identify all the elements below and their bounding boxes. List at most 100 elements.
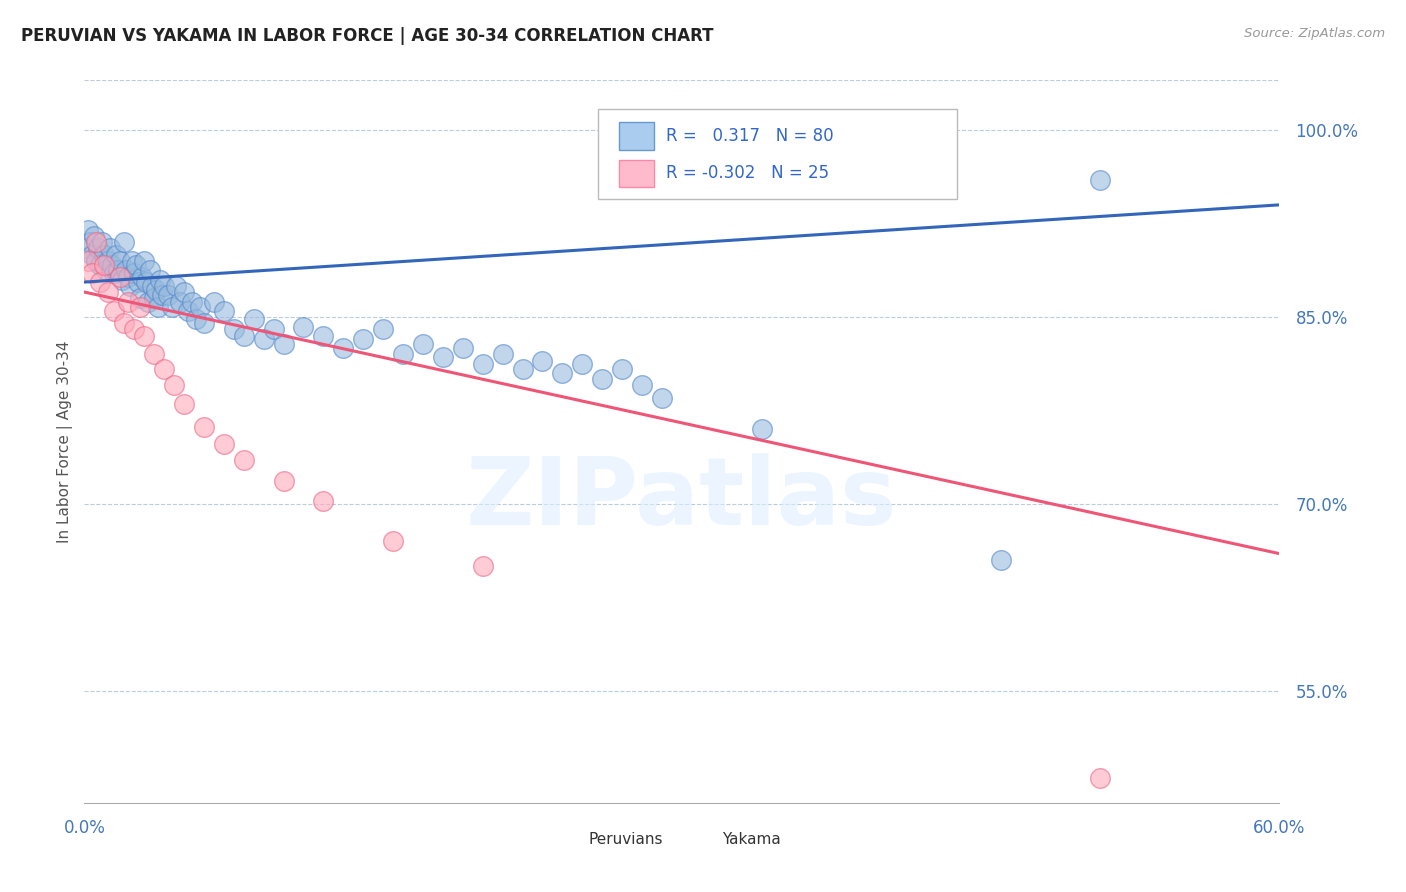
Point (352, 332, 374, 346)
Point (332, 341, 354, 355)
Point (631, 378, 654, 392)
Point (212, 437, 235, 451)
Point (173, 397, 195, 411)
Point (86, 254, 108, 268)
Point (253, 332, 276, 346)
Point (612, 362, 634, 376)
Point (132, 254, 156, 268)
Text: ZIPatlas: ZIPatlas (467, 453, 897, 545)
Point (98, 242, 121, 256)
Point (82, 266, 104, 280)
Y-axis label: In Labor Force | Age 30-34: In Labor Force | Age 30-34 (58, 340, 73, 543)
Text: R = -0.302   N = 25: R = -0.302 N = 25 (666, 164, 830, 183)
Point (1090, 771, 1112, 785)
Point (120, 278, 142, 293)
Point (132, 328, 156, 343)
FancyBboxPatch shape (599, 109, 957, 200)
Point (531, 353, 554, 368)
Point (1090, 173, 1112, 187)
Point (131, 270, 153, 285)
Point (77, 254, 100, 268)
Point (512, 362, 534, 376)
Point (232, 328, 254, 343)
Point (492, 347, 515, 361)
Point (153, 362, 176, 376)
Point (135, 275, 157, 289)
Point (83, 229, 105, 244)
Bar (689, 831, 716, 847)
Point (105, 248, 128, 262)
Point (93, 248, 115, 262)
Point (188, 300, 211, 314)
Point (107, 262, 129, 277)
Bar (557, 831, 582, 847)
Point (146, 300, 169, 314)
Point (432, 350, 454, 364)
Point (173, 285, 195, 299)
Point (103, 266, 125, 280)
Point (143, 347, 166, 361)
Point (451, 341, 474, 355)
Point (382, 534, 405, 549)
Point (115, 262, 138, 277)
Point (103, 303, 125, 318)
Point (157, 287, 180, 301)
Point (232, 453, 254, 467)
Point (591, 372, 613, 386)
Point (89, 258, 111, 272)
Text: Yakama: Yakama (723, 832, 782, 847)
Point (117, 295, 139, 310)
Point (165, 278, 187, 293)
Point (141, 278, 163, 293)
Point (125, 258, 148, 272)
Point (91, 235, 114, 250)
Point (87, 242, 110, 256)
Point (136, 295, 159, 310)
Point (292, 320, 315, 334)
Point (112, 316, 135, 330)
Point (273, 337, 295, 351)
Bar (619, 122, 654, 150)
Point (89, 275, 111, 289)
Point (751, 422, 773, 436)
Point (263, 322, 285, 336)
Point (96, 262, 118, 277)
Point (97, 285, 120, 299)
Point (75, 242, 97, 256)
Point (143, 291, 166, 305)
Point (312, 328, 335, 343)
Point (129, 300, 152, 314)
Point (571, 357, 593, 371)
Point (193, 419, 215, 434)
Point (181, 295, 204, 310)
Point (202, 295, 225, 310)
Text: R =   0.317   N = 80: R = 0.317 N = 80 (666, 127, 834, 145)
Point (184, 312, 207, 326)
Point (121, 254, 143, 268)
Point (373, 322, 395, 336)
Point (139, 262, 162, 277)
Point (651, 391, 673, 405)
Point (169, 295, 191, 310)
Point (111, 272, 134, 286)
Point (112, 235, 135, 250)
Point (412, 337, 434, 351)
Text: PERUVIAN VS YAKAMA IN LABOR FORCE | AGE 30-34 CORRELATION CHART: PERUVIAN VS YAKAMA IN LABOR FORCE | AGE … (21, 27, 714, 45)
Point (471, 357, 494, 371)
Point (145, 283, 167, 297)
Point (127, 275, 149, 289)
Point (471, 559, 494, 574)
Point (242, 312, 264, 326)
Bar (619, 160, 654, 187)
Text: Peruvians: Peruvians (589, 832, 664, 847)
Point (212, 303, 235, 318)
Point (79, 235, 101, 250)
Text: Source: ZipAtlas.com: Source: ZipAtlas.com (1244, 27, 1385, 40)
Point (86, 235, 108, 250)
Point (122, 322, 145, 336)
Point (160, 300, 183, 314)
Point (312, 494, 335, 508)
Point (117, 270, 139, 285)
Point (129, 291, 152, 305)
Point (551, 366, 574, 380)
